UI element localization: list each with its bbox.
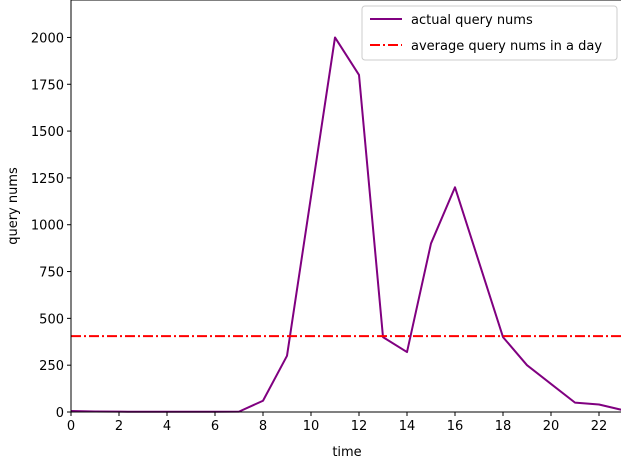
x-tick-label: 12 <box>351 419 368 434</box>
x-tick-label: 8 <box>259 419 267 434</box>
axes-frame <box>70 0 621 413</box>
x-tick-label: 2 <box>115 419 123 434</box>
y-tick-label: 1750 <box>31 78 64 93</box>
y-tick-label: 500 <box>39 312 64 327</box>
y-axis: 0 250 500 750 1000 1250 1500 1750 2000 <box>31 31 71 421</box>
y-tick-label: 1000 <box>31 219 64 234</box>
x-tick-label: 20 <box>543 419 560 434</box>
legend-box <box>361 5 618 61</box>
y-tick-label: 1250 <box>31 172 64 187</box>
legend-label-average: average query nums in a day <box>411 39 602 54</box>
series-line-actual <box>70 36 621 413</box>
y-tick-label: 2000 <box>31 31 64 46</box>
y-tick-label: 1500 <box>31 125 64 140</box>
plot-area <box>70 36 621 413</box>
y-tick-label: 0 <box>56 406 64 421</box>
x-tick-label: 6 <box>211 419 219 434</box>
x-axis-label: time <box>332 445 361 460</box>
y-axis-label: query nums <box>6 167 21 245</box>
y-tick-label: 250 <box>39 359 64 374</box>
x-tick-label: 10 <box>303 419 320 434</box>
y-tick-label: 750 <box>39 266 64 281</box>
x-tick-label: 0 <box>67 419 75 434</box>
x-tick-label: 18 <box>495 419 512 434</box>
x-tick-label: 4 <box>163 419 171 434</box>
legend: actual query nums average query nums in … <box>361 5 618 61</box>
x-tick-label: 16 <box>447 419 464 434</box>
x-tick-label: 22 <box>591 419 608 434</box>
x-tick-label: 14 <box>399 419 416 434</box>
x-axis: 0 2 4 6 8 10 12 14 16 18 20 22 <box>67 412 607 434</box>
legend-label-actual: actual query nums <box>411 13 533 28</box>
